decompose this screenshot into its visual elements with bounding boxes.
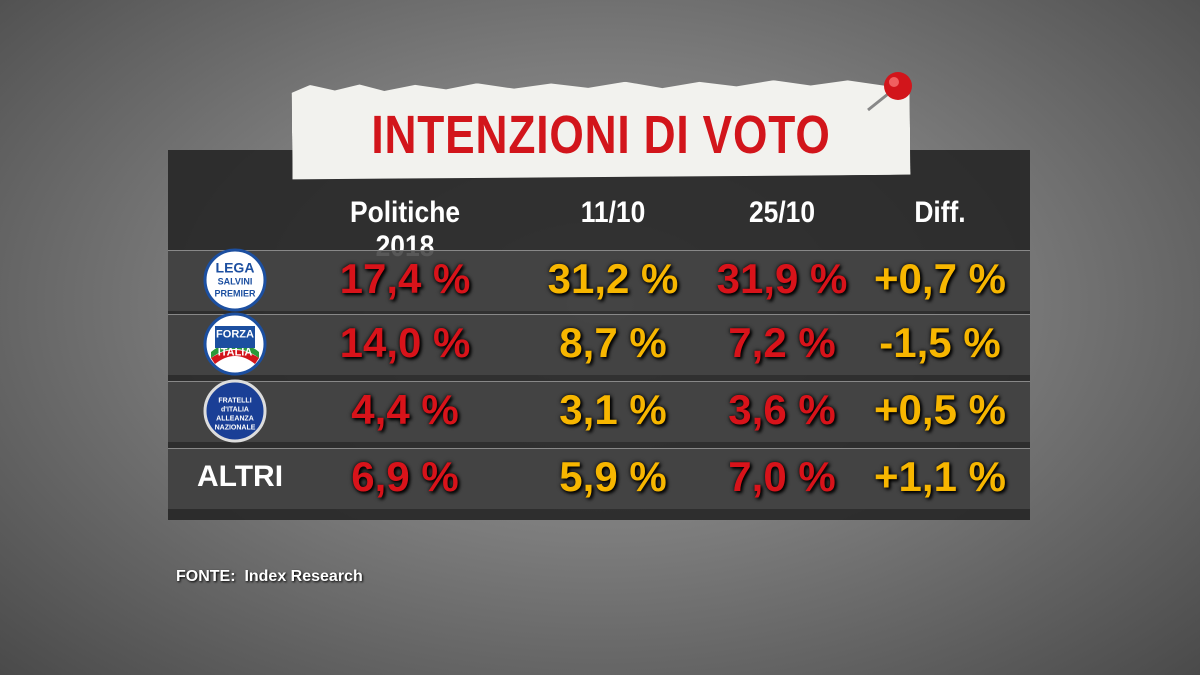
column-header: Diff.	[914, 196, 966, 229]
cell: 5,9 %	[559, 453, 667, 500]
column-header: 25/10	[748, 196, 816, 229]
source-name: Index Research	[244, 568, 363, 585]
cell: 14,0 %	[339, 319, 471, 366]
cell: 3,1 %	[559, 386, 667, 433]
source-label: FONTE:	[176, 568, 236, 585]
logo-text: ALLEANZA	[216, 416, 254, 423]
logo-text: FORZA	[216, 329, 254, 341]
cell: 3,6 %	[728, 386, 836, 433]
party-logo: FORZA ITALIA	[203, 312, 267, 376]
logo-text: PREMIER	[214, 289, 256, 299]
party-logo: FRATELLI d'ITALIA ALLEANZA NAZIONALE	[203, 379, 267, 443]
cell: 8,7 %	[559, 319, 667, 366]
title: INTENZIONI DI VOTO	[371, 105, 831, 165]
cell: 31,9 %	[716, 255, 848, 302]
logo-text: d'ITALIA	[221, 407, 249, 414]
logo-text: FRATELLI	[218, 398, 251, 405]
cell: 31,2 %	[547, 255, 679, 302]
row-band	[168, 381, 1030, 442]
cell: 7,2 %	[728, 319, 836, 366]
cell: +1,1 %	[874, 453, 1006, 500]
logo-text: SALVINI	[218, 277, 253, 287]
logo-text: LEGA	[216, 260, 255, 276]
logo-disc	[203, 248, 267, 312]
cell: 6,9 %	[351, 453, 459, 500]
row-band	[168, 314, 1030, 375]
cell: 17,4 %	[339, 255, 471, 302]
logo-text: ITALIA	[218, 347, 253, 359]
column-header: 11/10	[580, 196, 646, 229]
row-label: ALTRI	[196, 460, 284, 493]
pin-icon	[867, 72, 912, 112]
row-band	[168, 250, 1030, 311]
cell: 7,0 %	[728, 453, 836, 500]
cell: 4,4 %	[351, 386, 459, 433]
row-band	[168, 448, 1030, 509]
cell: -1,5 %	[879, 319, 1001, 366]
source: FONTE: Index Research	[176, 568, 363, 586]
logo-stripe	[211, 350, 259, 364]
logo-field	[215, 326, 255, 348]
logo-disc	[203, 379, 267, 443]
logo-text: NAZIONALE	[215, 425, 256, 432]
cell: +0,5 %	[874, 386, 1006, 433]
cell: +0,7 %	[874, 255, 1006, 302]
